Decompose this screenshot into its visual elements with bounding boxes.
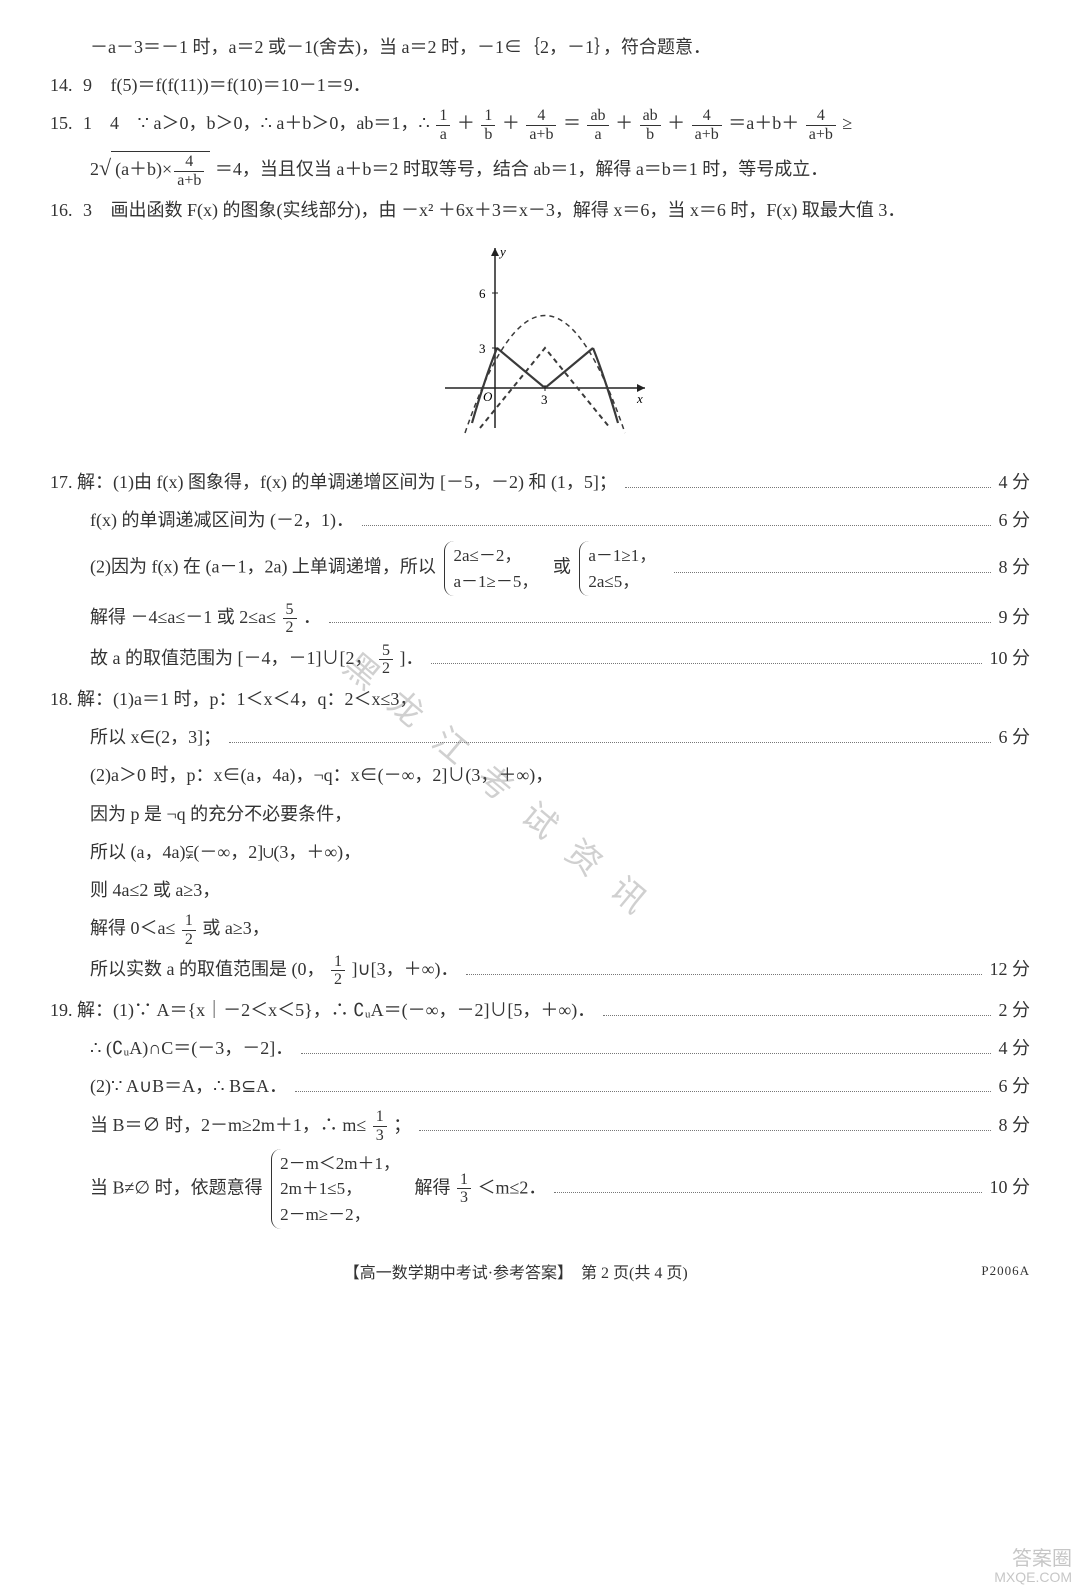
q14-answer: 9 — [83, 75, 92, 95]
q16-number: 16. — [50, 193, 73, 227]
score: 6 分 — [999, 720, 1031, 754]
origin-label: O — [483, 389, 493, 404]
q16-graph: O y x 6 3 3 — [50, 238, 1030, 449]
q19-p1: 19. 解：(1)∵ A＝{x｜－2＜x＜5}，∴ ∁ᵤA＝(－∞，－2]∪[5… — [50, 993, 1030, 1027]
frac: abb — [640, 107, 661, 143]
frac: 4a+b — [526, 107, 556, 143]
q15-ans: 1 4 — [83, 113, 119, 133]
score: 8 分 — [999, 1108, 1031, 1142]
q15-text1: ∵ a＞0，b＞0，∴ a＋b＞0，ab＝1，∴ — [138, 113, 435, 133]
q13-continuation: －a－3＝－1 时，a＝2 或－1(舍去)，当 a＝2 时，－1∈｛2，－1｝，… — [50, 30, 1030, 64]
q15-line2: 2√(a＋b)×4a+b ＝4，当且仅当 a＋b＝2 时取等号，结合 ab＝1，… — [50, 147, 1030, 189]
score: 6 分 — [999, 503, 1031, 537]
q18-number: 18. — [50, 682, 73, 716]
q18-p8: 所以实数 a 的取值范围是 (0， 12 ]∪[3，＋∞)． 12 分 — [50, 952, 1030, 989]
q18-p4: 因为 p 是 ¬q 的充分不必要条件， — [50, 797, 1030, 831]
q17-p5b: ]． — [399, 648, 423, 668]
system-b: a－1≥1，2a≤5， — [579, 541, 662, 596]
q14-work: f(5)＝f(f(11))＝f(10)＝10－1＝9． — [111, 75, 371, 95]
q19-p3: (2)∵ A∪B＝A，∴ B⊆A． 6 分 — [50, 1069, 1030, 1103]
frac: 1a — [436, 107, 450, 143]
score: 4 分 — [999, 1031, 1031, 1065]
score: 9 分 — [999, 600, 1031, 634]
q17-p4a: 解得 －4≤a≤－1 或 2≤a≤ — [90, 607, 276, 627]
footer-text: 【高一数学期中考试·参考答案】 第 2 页(共 4 页) — [344, 1265, 688, 1282]
ge: ≥ — [842, 113, 852, 133]
y-tick-6: 6 — [479, 286, 486, 301]
sqrt: (a＋b)×4a+b — [111, 151, 210, 189]
q18-p1: 18. 解：(1)a＝1 时，p：1＜x＜4，q：2＜x≤3， — [50, 682, 1030, 716]
q19-p1-text: 解：(1)∵ A＝{x｜－2＜x＜5}，∴ ∁ᵤA＝(－∞，－2]∪[5，＋∞)… — [77, 1000, 595, 1020]
q18-p6: 则 4a≤2 或 a≥3， — [50, 873, 1030, 907]
score: 10 分 — [990, 641, 1031, 675]
q15-2b: ＝4，当且仅当 a＋b＝2 时取等号，结合 ab＝1，解得 a＝b＝1 时，等号… — [215, 159, 828, 179]
score: 4 分 — [999, 465, 1031, 499]
y-tick-3: 3 — [479, 341, 486, 356]
q18-p2-text: 所以 x∈(2，3]； — [90, 720, 221, 754]
q17-p5: 故 a 的取值范围为 [－4，－1]∪[2， 52 ]． 10 分 — [50, 641, 1030, 678]
corner-line2: MXQE.COM — [994, 1570, 1072, 1585]
q17-p1-text: 解：(1)由 f(x) 图象得，f(x) 的单调递增区间为 [－5，－2) 和 … — [77, 472, 617, 492]
q18-p5: 所以 (a，4a)⫋(－∞，2]∪(3，＋∞)， — [50, 835, 1030, 869]
frac: 4a+b — [806, 107, 836, 143]
graph-svg: O y x 6 3 3 — [425, 238, 655, 438]
footer-code: P2006A — [981, 1259, 1030, 1284]
score: 12 分 — [990, 952, 1031, 986]
y-axis-label: y — [498, 244, 506, 259]
q17-p2: f(x) 的单调递减区间为 (－2，1)． 6 分 — [50, 503, 1030, 537]
q16-line: 16. 3 画出函数 F(x) 的图象(实线部分)，由 －x² ＋6x＋3＝x－… — [50, 193, 1030, 227]
q17-p3a: (2)因为 f(x) 在 (a－1，2a) 上单调递增，所以 — [90, 557, 436, 577]
q15-number: 15. — [50, 106, 73, 140]
q19-p2: ∴ (∁ᵤA)∩C＝(－3，－2]． 4 分 — [50, 1031, 1030, 1065]
q14-line: 14. 9 f(5)＝f(f(11))＝f(10)＝10－1＝9． — [50, 68, 1030, 102]
corner-line1: 答案圈 — [994, 1548, 1072, 1570]
x-tick-3: 3 — [541, 392, 548, 407]
x-axis-label: x — [636, 391, 643, 406]
q18-p1-text: 解：(1)a＝1 时，p：1＜x＜4，q：2＜x≤3， — [77, 689, 417, 709]
score: 8 分 — [999, 550, 1031, 584]
q17-number: 17. — [50, 465, 73, 499]
q18-p3: (2)a＞0 时，p：x∈(a，4a)，¬q：x∈(－∞，2]∪(3，＋∞)， — [50, 758, 1030, 792]
score: 6 分 — [999, 1069, 1031, 1103]
q15-mid: ＝a＋b＋ — [728, 113, 799, 133]
q15-line1: 15. 1 4 ∵ a＞0，b＞0，∴ a＋b＞0，ab＝1，∴ 1a ＋ 1b… — [50, 106, 1030, 143]
page-footer: 【高一数学期中考试·参考答案】 第 2 页(共 4 页) P2006A — [50, 1259, 1030, 1289]
q16-text: 画出函数 F(x) 的图象(实线部分)，由 －x² ＋6x＋3＝x－3，解得 x… — [111, 200, 906, 220]
q19-p4: 当 B＝∅ 时，2－m≥2m＋1，∴ m≤ 13 ； 8 分 — [50, 1108, 1030, 1145]
system-a: 2a≤－2，a－1≥－5， — [444, 541, 544, 596]
q17-p1: 17. 解：(1)由 f(x) 图象得，f(x) 的单调递增区间为 [－5，－2… — [50, 465, 1030, 499]
q15-2a: 2 — [90, 159, 99, 179]
frac: 1b — [481, 107, 495, 143]
system-c: 2－m＜2m＋1， 2m＋1≤5， 2－m≥－2， — [271, 1149, 406, 1230]
q18-p7: 解得 0＜a≤ 12 或 a≥3， — [50, 911, 1030, 948]
q17-p2-text: f(x) 的单调递减区间为 (－2，1)． — [90, 503, 354, 537]
q17-p3: (2)因为 f(x) 在 (a－1，2a) 上单调递增，所以 2a≤－2，a－1… — [50, 541, 1030, 596]
q17-p4: 解得 －4≤a≤－1 或 2≤a≤ 52 ． 9 分 — [50, 600, 1030, 637]
q19-number: 19. — [50, 993, 73, 1027]
frac: aba — [587, 107, 608, 143]
q18-p2: 所以 x∈(2，3]； 6 分 — [50, 720, 1030, 754]
q17-p5a: 故 a 的取值范围为 [－4，－1]∪[2， — [90, 648, 372, 668]
score: 2 分 — [999, 993, 1031, 1027]
corner-watermark: 答案圈 MXQE.COM — [994, 1548, 1072, 1585]
frac: 4a+b — [692, 107, 722, 143]
q13-text: －a－3＝－1 时，a＝2 或－1(舍去)，当 a＝2 时，－1∈｛2，－1｝，… — [90, 37, 711, 57]
q16-ans: 3 — [83, 200, 92, 220]
score: 10 分 — [990, 1170, 1031, 1204]
q14-number: 14. — [50, 68, 73, 102]
or: 或 — [553, 557, 571, 577]
q19-p5: 当 B≠∅ 时，依题意得 2－m＜2m＋1， 2m＋1≤5， 2－m≥－2， 解… — [50, 1149, 1030, 1230]
q17-p4b: ． — [303, 607, 321, 627]
